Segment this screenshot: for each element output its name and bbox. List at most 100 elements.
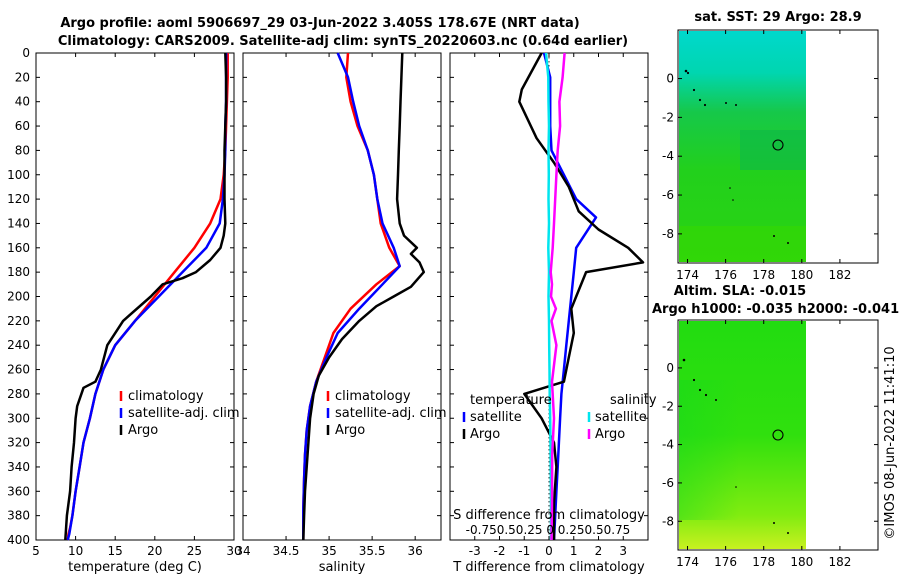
island-dot	[684, 69, 688, 73]
x-tick-label: 5	[32, 544, 40, 558]
map-y-tick-label: -2	[662, 110, 674, 124]
island-dot	[787, 532, 789, 534]
argo-location-marker	[772, 139, 784, 151]
y-tick-label: 200	[7, 290, 30, 304]
map-y-tick-label: -4	[662, 149, 674, 163]
sst-map: sat. SST: 29 Argo: 28.9 174 176 178 180 182 0…	[662, 10, 879, 282]
x-tick-label: 35	[321, 544, 336, 558]
y-tick-label: 140	[7, 216, 30, 230]
map-y-tick-label: -8	[662, 514, 674, 528]
legend-label: Argo	[470, 427, 500, 442]
sst-islands	[684, 69, 789, 244]
legend-label: Argo	[128, 423, 158, 438]
salinity-series-satellite-adj-clim	[302, 52, 401, 540]
x-tick-label: 35.5	[359, 544, 386, 558]
y-tick-label: 380	[7, 509, 30, 523]
legend-label: satellite	[470, 410, 522, 425]
x-tick-label: 34	[235, 544, 250, 558]
legend-label: Argo	[335, 423, 365, 438]
salinity-series-argo	[302, 52, 426, 541]
x-tick-label: 10	[68, 544, 83, 558]
figure-title-line2: Climatology: CARS2009. Satellite-adj cli…	[58, 34, 628, 49]
x-tick-label: 30	[226, 544, 241, 558]
sla-band	[679, 380, 739, 520]
island-dot	[735, 486, 737, 488]
y-tick-label: 100	[7, 168, 30, 182]
island-dot	[787, 242, 789, 244]
sla-map: Altim. SLA: -0.015 Argo h1000: -0.035 h2…	[652, 284, 899, 569]
legend-label: satellite-adj. clim	[335, 406, 447, 421]
legend-label: Argo	[595, 427, 625, 442]
map-x-tick-label: 174	[676, 555, 699, 569]
x-tick-label: 1	[570, 544, 578, 558]
legend-title-salinity: salinity	[610, 393, 657, 408]
y-tick-label: 300	[7, 411, 30, 425]
y-tick-label: 20	[15, 70, 30, 84]
sst-cool-patch	[740, 130, 806, 170]
island-dot	[729, 187, 731, 189]
difference-series-t-argo	[518, 52, 645, 540]
map-y-tick-label: -6	[662, 188, 674, 202]
island-dot	[773, 522, 775, 524]
difference-series-s-argo	[549, 52, 566, 541]
y-tick-label: 320	[7, 436, 30, 450]
x-tick-label: 3	[619, 544, 627, 558]
sla-map-title: Altim. SLA: -0.015	[674, 284, 806, 299]
map-y-tick-label: -2	[662, 399, 674, 413]
top-axis-tick-labels: -0.750.50.25 0 0.250.50.75	[466, 523, 631, 537]
y-tick-label: 340	[7, 460, 30, 474]
map-x-tick-label: 182	[828, 268, 851, 282]
map-y-tick-label: 0	[666, 72, 674, 86]
island-dot	[682, 358, 686, 362]
y-tick-label: 160	[7, 241, 30, 255]
sst-map-title: sat. SST: 29 Argo: 28.9	[694, 10, 861, 25]
island-dot	[715, 399, 717, 401]
y-tick-label: 0	[22, 46, 30, 60]
island-dot	[703, 103, 707, 107]
argo-location-marker	[772, 429, 784, 441]
salinity-axes-frame	[242, 52, 442, 541]
y-tick-label: 280	[7, 387, 30, 401]
y-tick-label: 400	[7, 533, 30, 547]
x-tick-label: 25	[187, 544, 202, 558]
map-y-tick-label: 0	[666, 361, 674, 375]
x-tick-label: 15	[108, 544, 123, 558]
legend-label: climatology	[128, 389, 204, 404]
top-axis-label: S difference from climatology	[453, 508, 645, 523]
legend-label: climatology	[335, 389, 411, 404]
map-x-tick-label: 178	[752, 268, 775, 282]
map-x-tick-label: 176	[714, 555, 737, 569]
legend-label: satellite-adj. clim	[128, 406, 240, 421]
difference-xlabel: T difference from climatology	[452, 560, 645, 575]
map-x-tick-label: 180	[790, 555, 813, 569]
island-dot	[698, 98, 702, 102]
temperature-panel: 5 10 15 20 25 3002040608010012014016018020022…	[7, 46, 242, 575]
map-y-tick-label: -8	[662, 227, 674, 241]
difference-panel: -3 -2 -1 0 1 2 3 T difference from climatology t…	[449, 52, 657, 575]
map-x-tick-label: 178	[752, 555, 775, 569]
sla-islands	[682, 358, 789, 534]
island-dot	[698, 388, 702, 392]
x-tick-label: -3	[469, 544, 481, 558]
island-dot	[692, 378, 696, 382]
x-tick-label: 2	[595, 544, 603, 558]
difference-series-t-satellite	[542, 52, 598, 541]
salinity-xlabel: salinity	[319, 560, 366, 575]
island-dot	[725, 102, 727, 104]
map-y-tick-label: -4	[662, 438, 674, 452]
y-tick-label: 120	[7, 192, 30, 206]
y-tick-label: 240	[7, 338, 30, 352]
figure-title-line1: Argo profile: aoml 5906697_29 03-Jun-202…	[60, 16, 579, 31]
y-tick-label: 40	[15, 95, 30, 109]
map-x-tick-label: 180	[790, 268, 813, 282]
timestamp-watermark: ©IMOS 08-Jun-2022 11:41:10	[883, 346, 898, 539]
y-tick-label: 220	[7, 314, 30, 328]
temperature-series-argo	[64, 52, 228, 541]
y-tick-label: 60	[15, 119, 30, 133]
temperature-xlabel: temperature (deg C)	[68, 560, 202, 575]
island-dot	[692, 88, 696, 92]
island-dot	[732, 199, 734, 201]
salinity-panel: 34 34.5 35 35.5 36 salinity climatology satelli…	[235, 52, 447, 575]
island-dot	[735, 104, 737, 106]
